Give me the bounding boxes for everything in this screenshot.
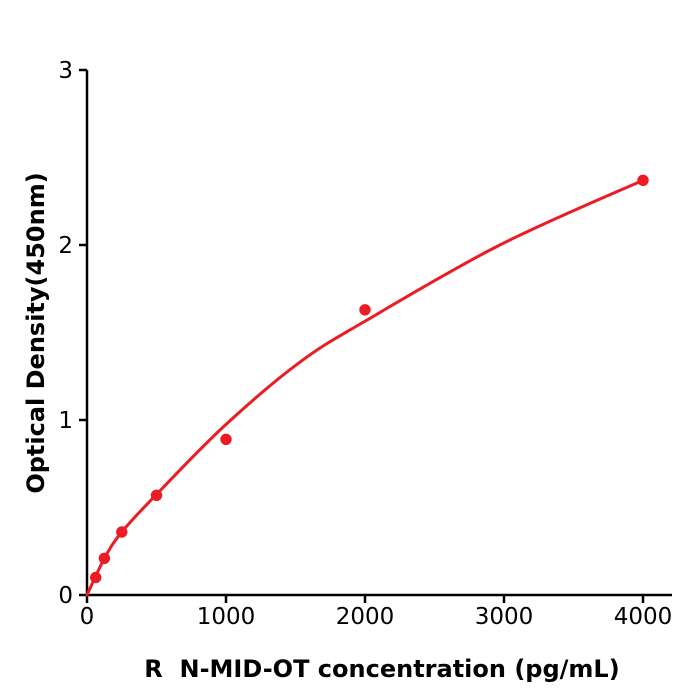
x-tick-label: 4000	[614, 604, 673, 630]
x-axis-ticks: 0 1000 2000 3000 4000	[80, 595, 673, 630]
fit-curve-path	[85, 178, 645, 597]
axis-spine-path	[85, 70, 672, 597]
y-tick-label: 0	[58, 583, 73, 609]
data-point-marker	[359, 304, 371, 316]
x-tick-label: 1000	[197, 604, 256, 630]
x-tick-label: 2000	[336, 604, 395, 630]
y-axis-label: Optical Density(450nm)	[22, 172, 50, 493]
data-point-marker	[150, 489, 163, 501]
y-tick-label: 1	[58, 408, 73, 434]
data-points	[90, 174, 649, 584]
data-point-marker	[116, 526, 128, 538]
data-point-marker	[98, 552, 111, 564]
y-tick-label: 2	[58, 233, 73, 259]
data-point-marker	[220, 433, 232, 445]
axis-spines	[85, 70, 672, 597]
y-tick-label: 3	[58, 58, 73, 84]
x-tick-label: 0	[80, 604, 95, 630]
x-tick-label: 3000	[475, 604, 534, 630]
data-point-marker	[637, 174, 649, 186]
y-axis-ticks: 0 1 2 3	[58, 58, 87, 609]
fit-curve	[85, 178, 645, 597]
x-axis-label: R N-MID-OT concentration (pg/mL)	[144, 655, 619, 683]
data-point-marker	[90, 571, 102, 584]
